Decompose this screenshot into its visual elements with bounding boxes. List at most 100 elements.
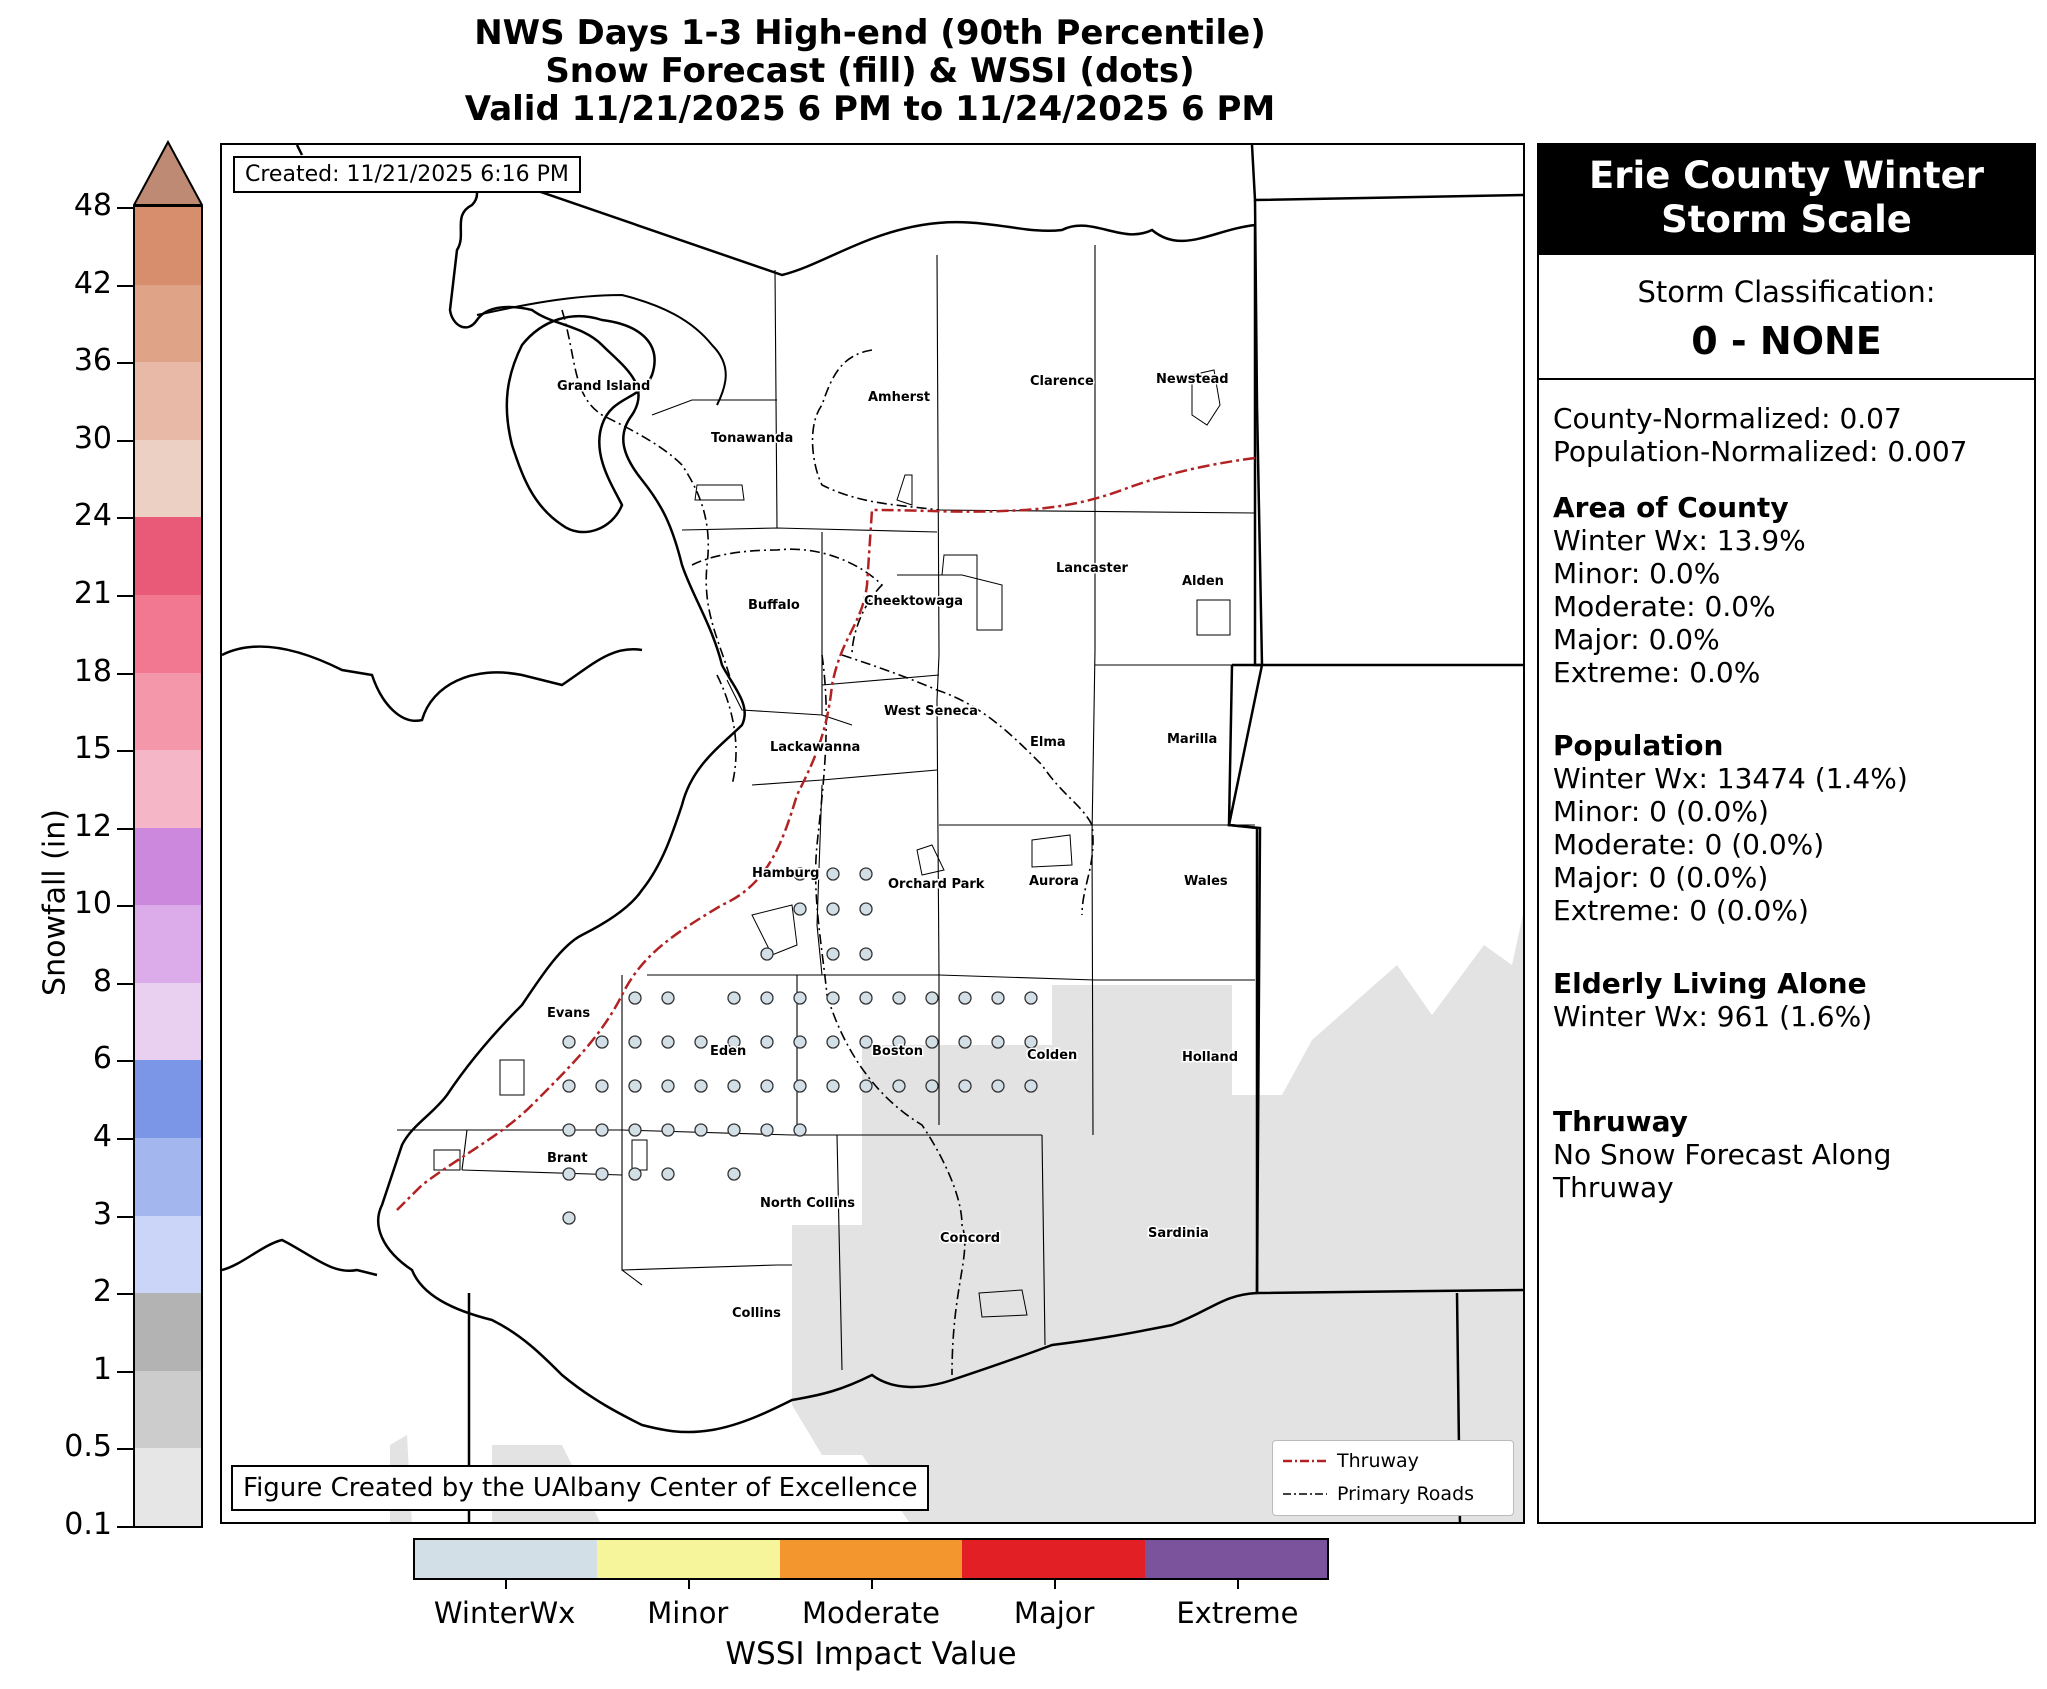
title-line-3: Valid 11/21/2025 6 PM to 11/24/2025 6 PM: [464, 89, 1276, 129]
wssi-dot: [694, 1035, 708, 1049]
colorbar-tick-label: 18: [73, 653, 112, 689]
population-minor: Minor: 0 (0.0%): [1553, 795, 1769, 828]
thruway-title: Thruway: [1553, 1105, 1688, 1138]
elderly-title: Elderly Living Alone: [1553, 967, 1867, 1000]
colorbar-segment: [135, 1215, 201, 1294]
county-normalized: County-Normalized: 0.07: [1553, 402, 1902, 435]
colorbar-tick-label: 0.1: [64, 1507, 112, 1542]
population-extreme: Extreme: 0 (0.0%): [1553, 894, 1809, 927]
map-legend: Thruway Primary Roads: [1272, 1440, 1514, 1516]
classification-label: Storm Classification:: [1637, 275, 1936, 309]
wssi-dot: [595, 1123, 609, 1137]
town-label: Wales: [1184, 874, 1228, 889]
town-label: Buffalo: [748, 598, 800, 613]
area-list: Winter Wx: 13.9% Minor: 0.0% Moderate: 0…: [1553, 524, 1968, 689]
wssi-dot: [892, 991, 906, 1005]
wssi-dot: [826, 867, 840, 881]
wssi-dot: [628, 1167, 642, 1181]
wssi-dot: [1024, 991, 1038, 1005]
panel-header-line-1: Erie County Winter: [1589, 154, 1984, 197]
town-label: Evans: [547, 1006, 590, 1021]
wssi-dot: [1024, 1035, 1038, 1049]
wssi-dot: [826, 947, 840, 961]
wssi-dot: [760, 947, 774, 961]
wssi-dot: [859, 902, 873, 916]
colorbar-tick: [117, 284, 135, 287]
wssi-dot: [859, 991, 873, 1005]
wssi-dot: [661, 1079, 675, 1093]
snowfall-colorbar: [133, 205, 203, 1528]
wssi-dot: [661, 1123, 675, 1137]
wssi-dot: [826, 902, 840, 916]
colorbar-tick-label: 6: [92, 1041, 112, 1077]
classification-value: 0 - NONE: [1691, 319, 1882, 363]
wssi-dot: [760, 991, 774, 1005]
river-shore: [476, 293, 727, 406]
wssi-dot: [628, 1035, 642, 1049]
colorbar-segment: [135, 749, 201, 828]
wssi-label: Moderate: [802, 1596, 940, 1630]
wssi-dot: [826, 1079, 840, 1093]
wssi-dot: [694, 1123, 708, 1137]
colorbar-segment: [135, 1292, 201, 1371]
wssi-dot: [760, 1079, 774, 1093]
stats-block: County-Normalized: 0.07 Population-Norma…: [1553, 402, 1968, 1204]
legend-primary-roads: Primary Roads: [1283, 1482, 1474, 1506]
wssi-dot: [562, 1167, 576, 1181]
town-label: Lackawanna: [770, 740, 860, 755]
wssi-label: Major: [1013, 1596, 1095, 1630]
panel-header-line-2: Storm Scale: [1661, 198, 1912, 241]
colorbar-tick: [117, 594, 135, 597]
town-label: Newstead: [1156, 372, 1229, 387]
wssi-segment: [1144, 1540, 1328, 1578]
wssi-dot: [760, 1123, 774, 1137]
town-label: Boston: [872, 1044, 923, 1059]
wssi-dot: [595, 1079, 609, 1093]
population-major: Major: 0 (0.0%): [1553, 861, 1769, 894]
wssi-dot: [826, 991, 840, 1005]
wssi-dot: [925, 991, 939, 1005]
wssi-dots: [562, 867, 1038, 1225]
erie-county-map: Grand Island Tonawanda Amherst Clarence News…: [222, 145, 1523, 1522]
created-timestamp: Created: 11/21/2025 6:16 PM: [233, 156, 581, 193]
town-label: Elma: [1030, 735, 1066, 750]
wssi-dot: [628, 1079, 642, 1093]
wssi-dot: [991, 991, 1005, 1005]
classification-box: Storm Classification: 0 - NONE: [1539, 255, 2034, 380]
town-label: Alden: [1182, 574, 1224, 589]
wssi-dot: [793, 1079, 807, 1093]
wssi-segment: [597, 1540, 780, 1578]
figure-credit: Figure Created by the UAlbany Center of …: [231, 1465, 930, 1511]
wssi-dot: [727, 991, 741, 1005]
colorbar-tick-label: 3: [92, 1196, 112, 1232]
wssi-colorbar: [413, 1538, 1329, 1580]
wssi-dot: [793, 991, 807, 1005]
colorbar-tick-label: 36: [73, 343, 112, 379]
colorbar-tick: [117, 827, 135, 830]
population-moderate: Moderate: 0 (0.0%): [1553, 828, 1825, 861]
thruway-swatch-icon: [1283, 1459, 1327, 1463]
legend-primary-roads-label: Primary Roads: [1337, 1483, 1475, 1505]
colorbar-segment: [135, 672, 201, 751]
colorbar-tick-label: 24: [73, 498, 112, 534]
colorbar-segment: [135, 206, 201, 285]
colorbar-segment: [135, 1447, 201, 1526]
wssi-dot: [595, 1167, 609, 1181]
wssi-dot: [793, 867, 807, 881]
panel-header: Erie County Winter Storm Scale: [1539, 145, 2034, 255]
town-label: Orchard Park: [888, 877, 985, 892]
road-swatch-icon: [1283, 1493, 1327, 1495]
wssi-dot: [991, 1079, 1005, 1093]
town-label: Marilla: [1167, 732, 1217, 747]
town-label: Amherst: [868, 390, 930, 405]
county-outline: [377, 168, 1264, 1434]
title-line-2: Snow Forecast (fill) & WSSI (dots): [545, 51, 1195, 91]
town-label: Colden: [1027, 1048, 1077, 1063]
wssi-segment: [779, 1540, 963, 1578]
area-minor: Minor: 0.0%: [1553, 557, 1721, 590]
colorbar-tick: [117, 1448, 135, 1451]
map-panel[interactable]: Grand Island Tonawanda Amherst Clarence News…: [220, 143, 1525, 1524]
colorbar-tick: [117, 672, 135, 675]
colorbar-tick-label: 48: [73, 188, 112, 223]
colorbar-segment: [135, 594, 201, 673]
